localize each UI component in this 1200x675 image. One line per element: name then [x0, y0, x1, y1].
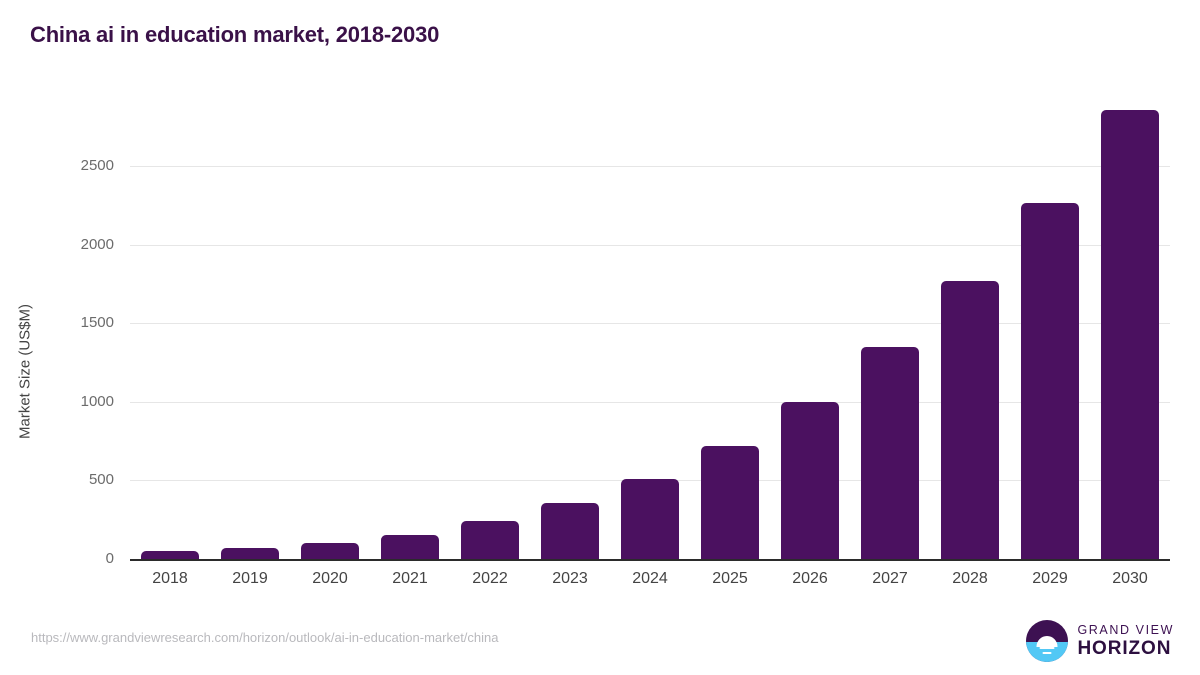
bar-2027[interactable]: [861, 347, 919, 559]
bar-2019[interactable]: [221, 547, 279, 559]
logo-line-top: [1039, 646, 1055, 650]
x-axis-tick-label: 2018: [152, 570, 188, 587]
page-title: China ai in education market, 2018-2030: [30, 22, 440, 47]
x-axis-tick-label: 2030: [1112, 570, 1148, 587]
bar-2025[interactable]: [701, 445, 759, 559]
logo-line-bottom: [1042, 651, 1052, 655]
x-axis-tick-label: 2029: [1032, 570, 1068, 587]
x-axis-tick-label: 2019: [232, 570, 268, 587]
y-axis-tick-label: 1500: [80, 314, 114, 332]
gridline: [130, 323, 1170, 325]
gridline: [130, 401, 1170, 403]
x-axis-tick-label: 2028: [952, 570, 988, 587]
bar-2030[interactable]: [1101, 110, 1159, 559]
logo-wordmark: GRAND VIEW HORIZON: [1077, 624, 1174, 659]
x-axis-tick-label: 2023: [552, 570, 588, 587]
source-url[interactable]: https://www.grandviewresearch.com/horizo…: [31, 630, 499, 645]
y-axis-tick-label: 2000: [80, 235, 114, 253]
x-axis-tick-label: 2025: [712, 570, 748, 587]
bar-2029[interactable]: [1021, 202, 1079, 559]
y-axis-tick-label: 500: [88, 471, 114, 489]
y-axis-tick-label: 0: [105, 550, 114, 567]
x-axis-tick-label: 2024: [632, 570, 668, 587]
gridline: [130, 166, 1170, 167]
x-axis-tick-label: 2021: [392, 570, 428, 587]
bar-2023[interactable]: [541, 503, 599, 559]
logo-text-grand-view: GRAND VIEW: [1077, 622, 1174, 637]
y-axis-tick-label: 1000: [80, 392, 114, 410]
y-axis-title: Market Size (US$M): [16, 303, 34, 440]
x-axis-tick-label: 2026: [792, 570, 828, 587]
grand-view-horizon-logo-icon: [1026, 620, 1069, 662]
y-axis-tick-label: 2500: [80, 157, 114, 174]
x-axis-line: [130, 559, 1170, 561]
bar-2022[interactable]: [461, 520, 519, 559]
x-axis-tick-label: 2020: [312, 570, 348, 587]
logo-text-horizon: HORIZON: [1077, 638, 1172, 660]
x-axis-tick-label: 2022: [472, 570, 508, 587]
x-axis-tick-label: 2027: [872, 570, 908, 587]
bar-2020[interactable]: [301, 543, 359, 559]
bar-2024[interactable]: [621, 479, 679, 559]
bar-2018[interactable]: [141, 551, 199, 559]
brand-logo: GRAND VIEW HORIZON: [1026, 620, 1174, 662]
bar-2028[interactable]: [941, 281, 999, 559]
logo-dome-shape: [1036, 635, 1058, 647]
bar-2026[interactable]: [781, 401, 839, 559]
gridline: [130, 244, 1170, 246]
chart-plot-area: Market Size (US$M) 0 500 1000 1500 2000 2500 …: [16, 110, 1170, 587]
bar-2021[interactable]: [381, 534, 439, 559]
